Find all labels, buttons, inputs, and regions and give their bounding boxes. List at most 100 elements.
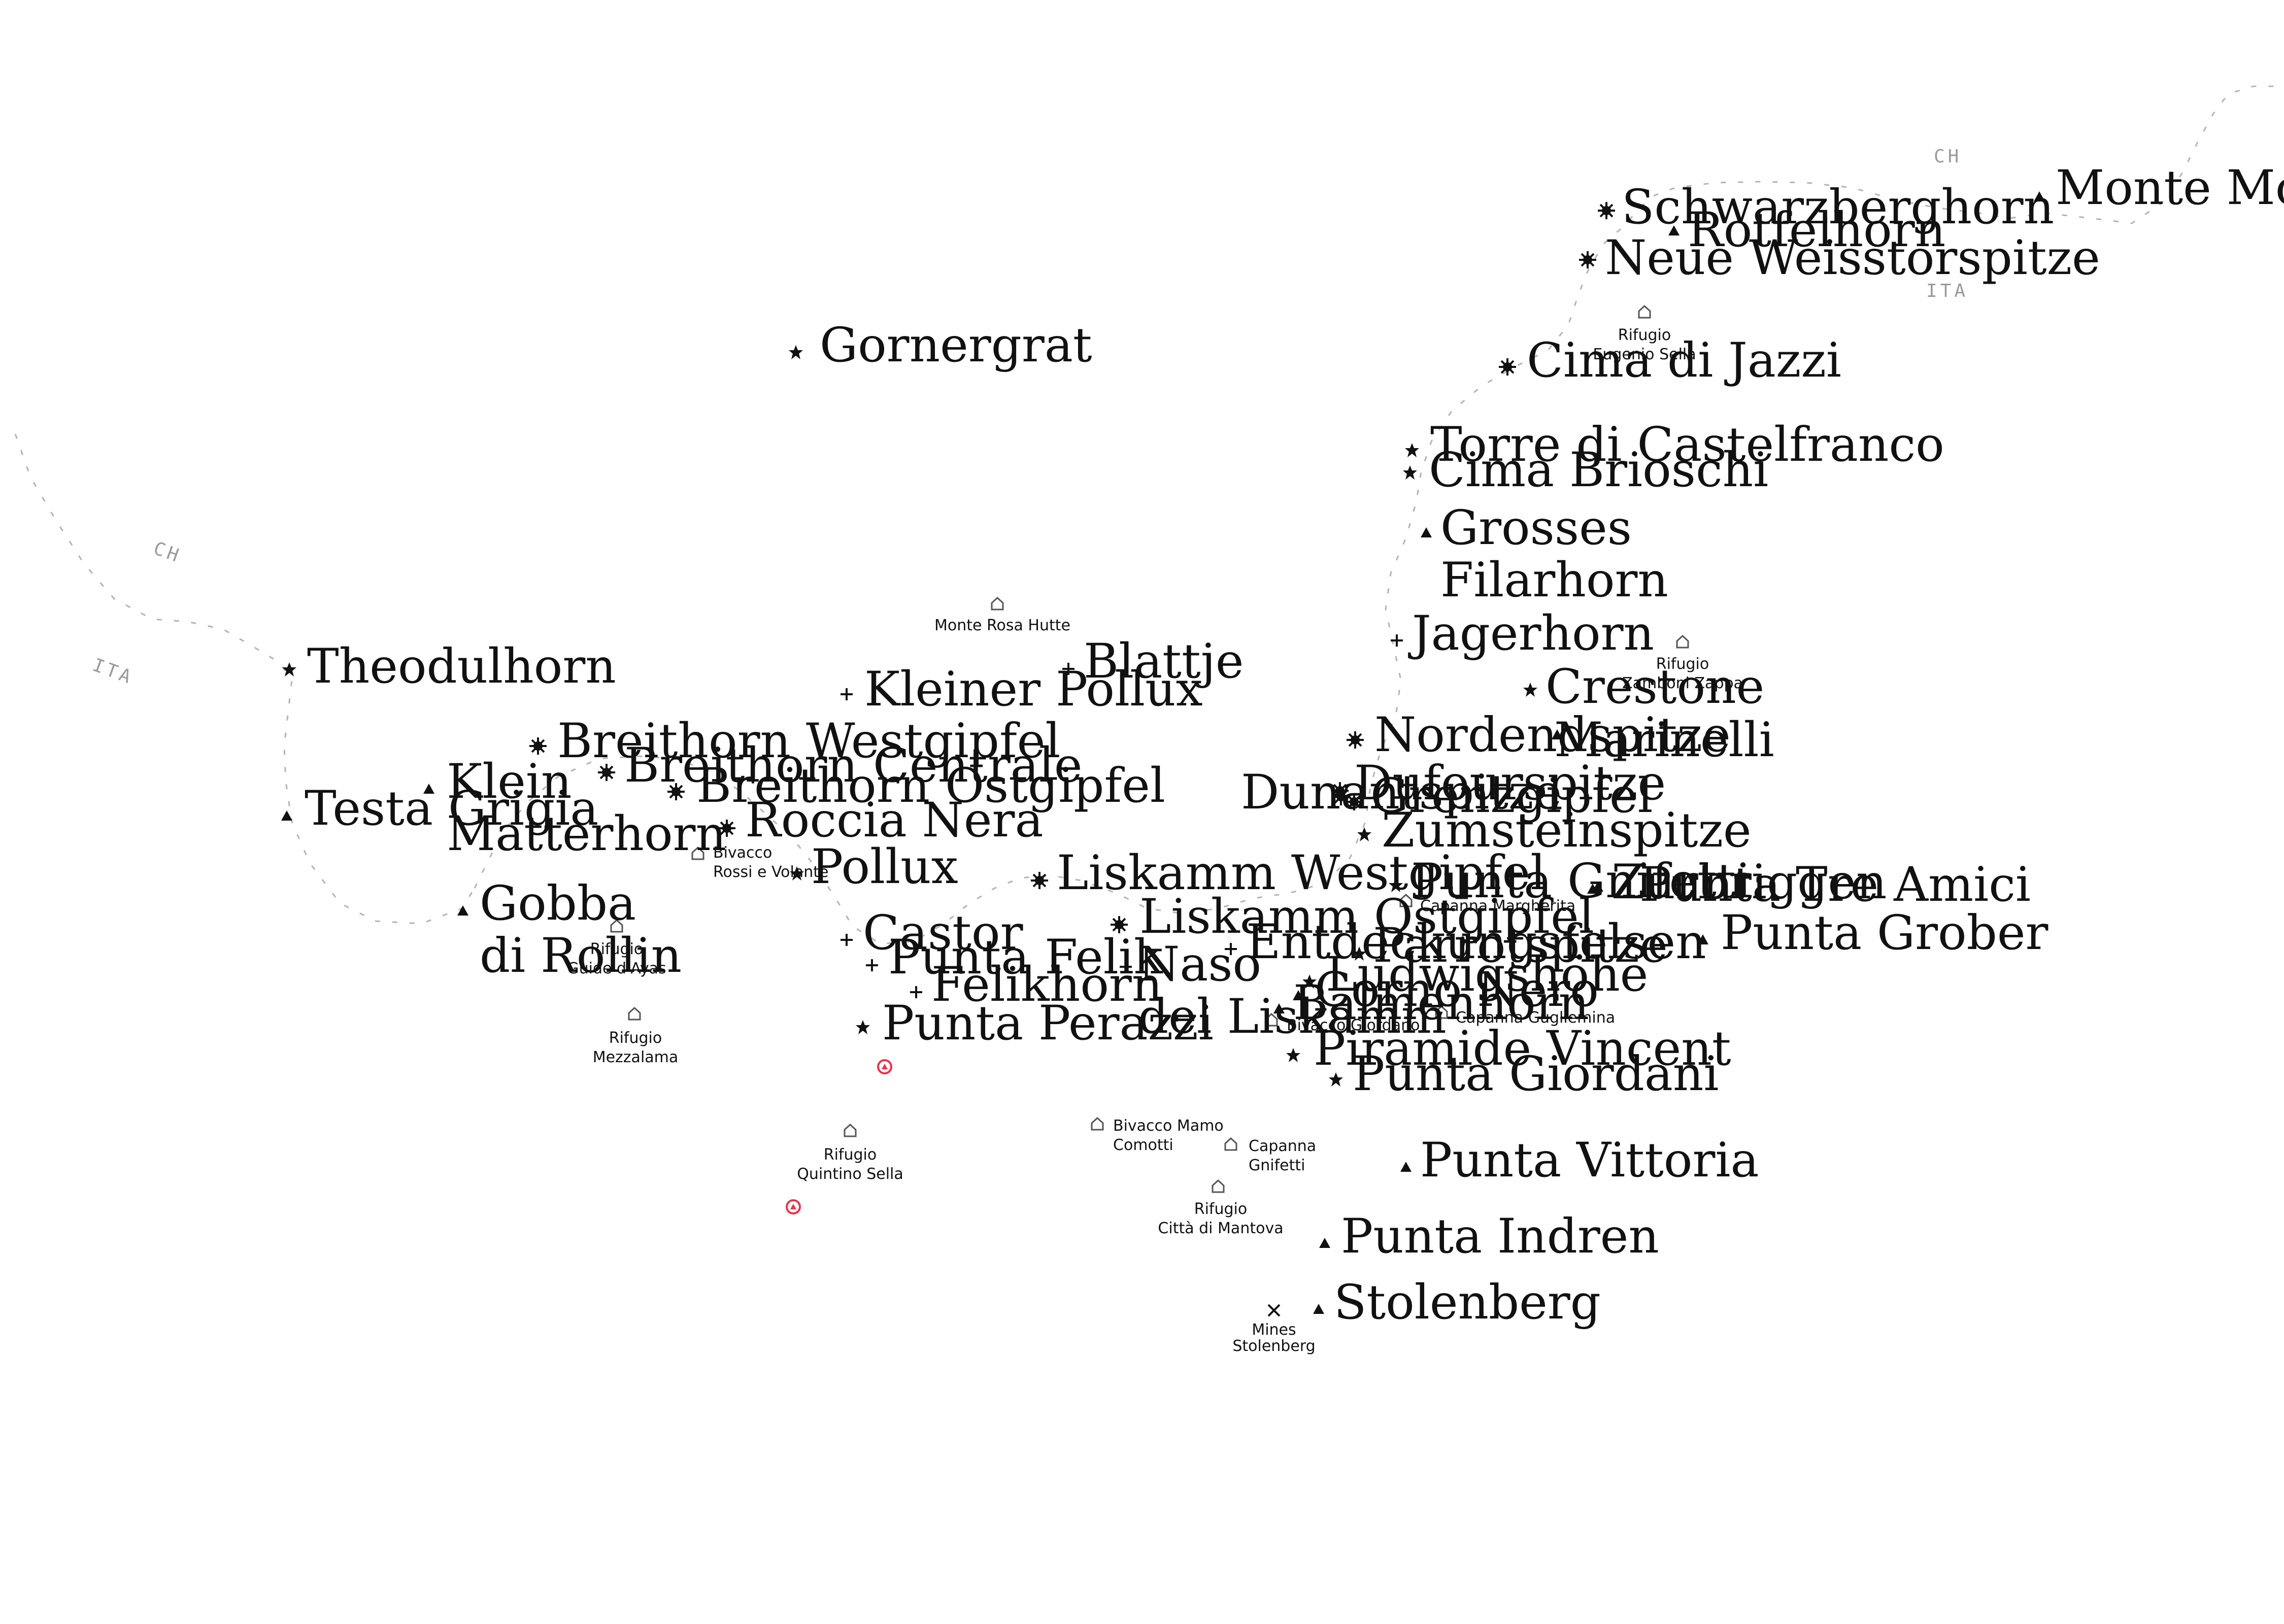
hut-icon bbox=[628, 1007, 641, 1021]
peak-torre-di-castelfranco[interactable]: Torre di Castelfranco bbox=[1405, 417, 1944, 472]
hut-rifugio-eugenio-sella[interactable]: Rifugio Eugenio Sella bbox=[1593, 305, 1696, 363]
peak-gobba-di-rollin[interactable]: Gobba di Rollin bbox=[457, 876, 682, 984]
peak-breithorn-centrale[interactable]: Breithorn Centrale bbox=[597, 738, 1083, 793]
peak-punta-vittoria[interactable]: Punta Vittoria bbox=[1400, 1133, 1759, 1188]
hut-label-line2: Rossi e Volante bbox=[713, 863, 828, 881]
sun-icon bbox=[666, 782, 686, 801]
peak-corno-nero[interactable]: Corno Nero bbox=[1293, 962, 1599, 1018]
peak-entdeckungsfelsen[interactable]: Entdeckungsfelsen bbox=[1224, 915, 1706, 970]
hut-capanna-gugliemina[interactable]: Capanna Gugliemina bbox=[1435, 1005, 1615, 1027]
peak-label: Breithorn Westgipfel bbox=[557, 714, 1060, 769]
peak-label: Cima di Jazzi bbox=[1527, 333, 1841, 388]
country-code-ita-west: ITA bbox=[90, 655, 137, 689]
hut-label: Monte Rosa Hutte bbox=[934, 617, 1070, 634]
hut-icon bbox=[991, 597, 1004, 611]
peak-label: Jagerhorn bbox=[1408, 606, 1654, 661]
hut-bivacco-rossi-e-volante[interactable]: Bivacco Rossi e Volante bbox=[691, 844, 828, 881]
peak-cima-brioschi[interactable]: Cima Brioschi bbox=[1403, 443, 1768, 498]
peak-liskamm-westgipfel[interactable]: Liskamm Westgipfel bbox=[1030, 845, 1546, 901]
hut-rifugio-mezzalama[interactable]: Rifugio Mezzalama bbox=[593, 1007, 679, 1066]
peak-monte-moro[interactable]: Monte Moro bbox=[2034, 160, 2284, 216]
hut-label: Capanna bbox=[1249, 1137, 1316, 1155]
peak-dunantspitze[interactable]: Dunantspitze bbox=[1241, 765, 1562, 820]
peak-pollux[interactable]: Pollux bbox=[790, 839, 958, 895]
peak-liskamm-ostgipfel[interactable]: Liskamm Ostgipfel bbox=[1110, 889, 1594, 944]
hut-label: Capanna Gugliemina bbox=[1456, 1009, 1615, 1027]
peak-jagerhorn[interactable]: Jagerhorn bbox=[1390, 606, 1654, 661]
peak-label: Breithorn Ostgipfel bbox=[696, 758, 1165, 814]
hut-label: Bivacco bbox=[713, 844, 772, 862]
peak-label: Monte Moro bbox=[2056, 160, 2284, 216]
hut-capanna-gnifetti[interactable]: Capanna Gnifetti bbox=[1224, 1137, 1316, 1174]
peak-marinelli[interactable]: Marinelli bbox=[1552, 713, 1774, 768]
peak-zumsteinspitze[interactable]: Zumsteinspitze bbox=[1357, 803, 1752, 858]
hut-bivacco-giordano[interactable]: Bivacco Giordano bbox=[1265, 1013, 1420, 1034]
peak-roccia-nera[interactable]: Roccia Nera bbox=[717, 793, 1044, 848]
peak-castor[interactable]: Castor bbox=[839, 905, 1023, 961]
hut-rifugio-citta-di-mantova[interactable]: Rifugio Città di Mantova bbox=[1158, 1179, 1284, 1237]
peak-label-line2: di Rollin bbox=[480, 928, 682, 984]
hut-label-line2: Città di Mantova bbox=[1158, 1220, 1283, 1237]
peak-nordendspitze[interactable]: Nordendspitze bbox=[1346, 707, 1731, 763]
sun-icon bbox=[1030, 871, 1049, 890]
triangle-icon bbox=[1421, 527, 1432, 537]
peak-label: Zurbriggen bbox=[1611, 855, 1887, 910]
hut-label: Bivacco Mamo bbox=[1113, 1117, 1224, 1135]
sun-icon bbox=[717, 819, 736, 838]
peak-label: Naso bbox=[1138, 937, 1261, 992]
triangle-icon bbox=[1400, 1162, 1412, 1172]
peak-dufourspitze[interactable]: Dufourspitze bbox=[1330, 756, 1666, 811]
peak-zurbriggen[interactable]: Zurbriggen bbox=[1587, 855, 1887, 910]
peak-felikhorn[interactable]: Felikhorn bbox=[909, 957, 1162, 1012]
peak-label: Blattje bbox=[1084, 634, 1244, 689]
star-icon bbox=[1357, 827, 1371, 841]
peak-cima-di-jazzi[interactable]: Cima di Jazzi bbox=[1498, 333, 1841, 388]
alert-marker-icon[interactable] bbox=[786, 1199, 801, 1214]
peak-crestone[interactable]: Crestone bbox=[1523, 659, 1764, 715]
peak-punta-felik[interactable]: Punta Felik bbox=[865, 930, 1163, 985]
peak-punta-gnifetti[interactable]: Punta Gnifetti bbox=[1389, 854, 1751, 909]
mine-stolenberg[interactable]: Mines Stolenberg bbox=[1232, 1304, 1316, 1355]
triangle-icon bbox=[1319, 1238, 1330, 1248]
alert-marker-icon[interactable] bbox=[877, 1059, 892, 1074]
peak-breithorn-ostgipfel[interactable]: Breithorn Ostgipfel bbox=[666, 758, 1165, 814]
hut-label-line2: Guide d'Ayas bbox=[567, 960, 666, 977]
peak-breithorn-westgipfel[interactable]: Breithorn Westgipfel bbox=[528, 714, 1060, 769]
peak-theodulhorn[interactable]: Theodulhorn bbox=[282, 639, 616, 694]
peak-klein-matterhorn[interactable]: Klein Matterhorn bbox=[423, 754, 726, 862]
peak-grenzgipfel[interactable]: Grenzgipfel bbox=[1345, 768, 1653, 824]
hut-rifugio-guide-d-ayas[interactable]: Rifugio Guide d'Ayas bbox=[567, 919, 666, 977]
hut-icon bbox=[1676, 635, 1689, 649]
peak-naso-del-liskamm[interactable]: Naso del Liskamm bbox=[1119, 937, 1447, 1044]
hut-rifugio-quintino-sella[interactable]: Rifugio Quintino Sella bbox=[797, 1124, 903, 1183]
peak-rotfelhorn[interactable]: Rotfelhorn bbox=[1668, 202, 1945, 258]
sun-icon bbox=[1578, 250, 1597, 269]
hut-capanna-margherita[interactable]: Capanna Margherita bbox=[1399, 894, 1575, 915]
peak-testa-grigia[interactable]: Testa Grigia bbox=[281, 781, 598, 836]
peak-ludwigshohe[interactable]: Ludwigshöhe bbox=[1302, 947, 1648, 1002]
peak-label: Cima Brioschi bbox=[1429, 443, 1768, 498]
hut-bivacco-mamo-comotti[interactable]: Bivacco Mamo Comotti bbox=[1091, 1117, 1224, 1154]
peak-parrotspitze[interactable]: Parrotspitze bbox=[1352, 918, 1668, 973]
peak-piramide-vincent[interactable]: Piramide Vincent bbox=[1286, 1021, 1731, 1076]
border-layer bbox=[14, 85, 2284, 945]
peak-balmenhorn[interactable]: Balmenhorn bbox=[1273, 975, 1589, 1031]
peak-punta-grober[interactable]: Punta Grober bbox=[1697, 905, 2048, 961]
triangle-icon bbox=[281, 810, 292, 821]
hut-label-line2: Gnifetti bbox=[1249, 1157, 1305, 1174]
hut-rifugio-zamboni-zappa[interactable]: Rifugio Zamboni Zappa bbox=[1622, 635, 1743, 692]
peak-neue-weisstorspitze[interactable]: Neue Weisstorspitze bbox=[1578, 230, 2100, 286]
peak-stolenberg[interactable]: Stolenberg bbox=[1313, 1275, 1601, 1330]
star-icon bbox=[856, 1020, 870, 1034]
peak-blattje[interactable]: Blattje bbox=[1061, 634, 1244, 689]
peak-punta-indren[interactable]: Punta Indren bbox=[1319, 1209, 1659, 1264]
peak-label: Roccia Nera bbox=[745, 793, 1044, 848]
peak-kleiner-pollux[interactable]: Kleiner Pollux bbox=[839, 662, 1203, 717]
peak-punta-tre-amici[interactable]: Punta Tre Amici bbox=[1592, 857, 2031, 912]
peak-grosses-filarhorn[interactable]: Grosses Filarhorn bbox=[1421, 500, 1668, 608]
peak-schwarzberghorn[interactable]: Schwarzberghorn bbox=[1597, 180, 2054, 235]
peak-punta-perazzi[interactable]: Punta Perazzi bbox=[856, 996, 1214, 1051]
peak-punta-giordani[interactable]: Punta Giordani bbox=[1329, 1046, 1719, 1102]
peak-gornergrat[interactable]: Gornergrat bbox=[789, 318, 1092, 373]
hut-monte-rosa-hutte[interactable]: Monte Rosa Hutte bbox=[934, 597, 1070, 634]
